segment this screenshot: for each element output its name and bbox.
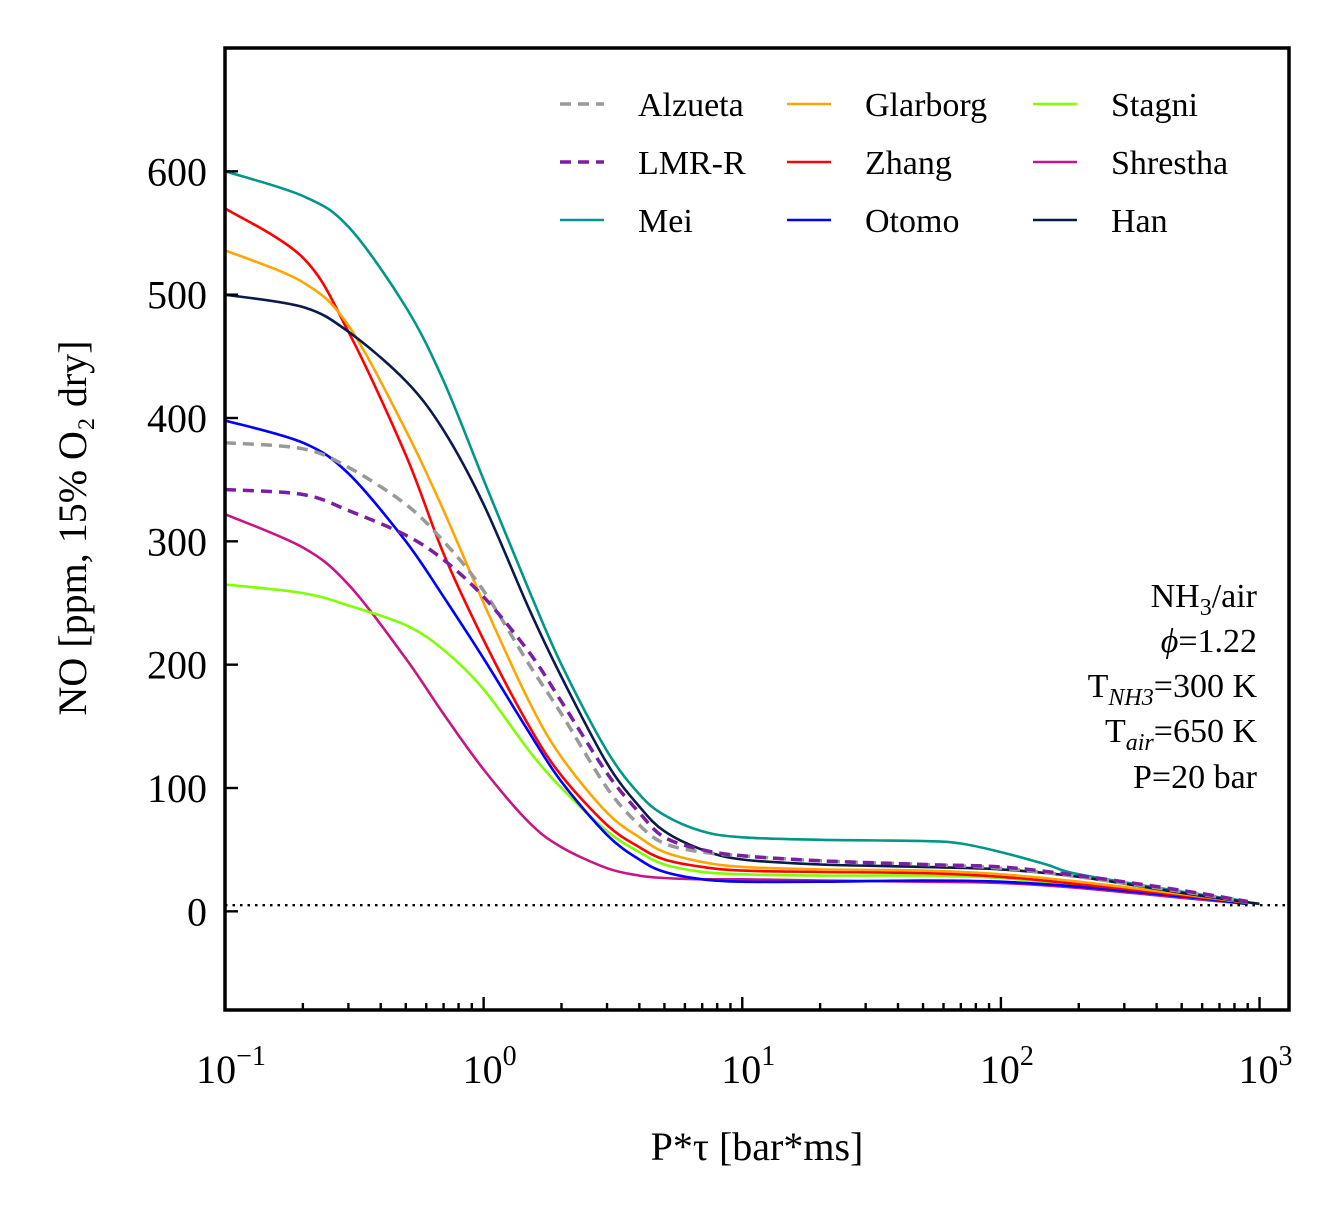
y-axis-label: NO [ppm, 15% O₂ dry] xyxy=(50,341,95,716)
y-tick-label: 0 xyxy=(187,889,207,934)
series-line-han xyxy=(225,293,1260,906)
legend-label-stagni: Stagni xyxy=(1111,87,1198,124)
y-tick-label: 200 xyxy=(147,643,207,688)
legend-label-han: Han xyxy=(1111,203,1168,240)
y-tick-label: 500 xyxy=(147,273,207,318)
annotation-line-5: P=20 bar xyxy=(1133,759,1258,796)
conditions-annotation: NH3/air ϕ=1.22 TNH3=300 K Tair=650 K P=2… xyxy=(1088,578,1258,796)
series-line-mei xyxy=(225,170,1248,903)
annotation-line-2: ϕ=1.22 xyxy=(1161,623,1257,660)
y-tick-label: 600 xyxy=(147,149,207,194)
annotation-line-1: NH3/air xyxy=(1151,578,1258,621)
plot-frame xyxy=(223,46,1291,1012)
y-tick-label: 400 xyxy=(147,396,207,441)
x-tick-label: 10−1 xyxy=(196,1041,266,1092)
x-tick-label: 103 xyxy=(1239,1041,1293,1092)
series-line-lmr-r xyxy=(225,487,1248,904)
legend-label-otomo: Otomo xyxy=(865,203,959,240)
legend-label-shrestha: Shrestha xyxy=(1111,145,1228,182)
legend-label-zhang: Zhang xyxy=(865,145,952,182)
annotation-line-4: Tair=650 K xyxy=(1105,713,1257,756)
axes xyxy=(223,46,1291,1012)
x-tick-label: 101 xyxy=(721,1041,775,1092)
legend-label-alzueta: Alzueta xyxy=(638,87,744,124)
series-line-shrestha xyxy=(225,513,1248,906)
x-tick-label: 100 xyxy=(463,1041,517,1092)
x-axis-label: P*τ [bar*ms] xyxy=(651,1124,864,1169)
legend-label-lmr-r: LMR-R xyxy=(638,145,746,182)
series-line-otomo xyxy=(225,419,1248,906)
x-tick-labels: 10−1 100 101 102 103 xyxy=(196,1041,1292,1092)
series-line-zhang xyxy=(225,207,1248,904)
x-tick-label: 102 xyxy=(980,1041,1034,1092)
legend: Alzueta LMR-R Mei Glarborg Zhang Otomo Stagni S… xyxy=(560,87,1228,240)
annotation-line-3: TNH3=300 K xyxy=(1088,668,1258,711)
y-tick-label: 100 xyxy=(147,766,207,811)
legend-label-glarborg: Glarborg xyxy=(865,87,987,124)
legend-label-mei: Mei xyxy=(638,203,693,240)
series-line-stagni xyxy=(225,583,1248,906)
y-tick-label: 300 xyxy=(147,519,207,564)
series-layer xyxy=(225,170,1260,906)
y-tick-labels: 0 100 200 300 400 500 600 xyxy=(147,149,207,934)
series-line-glarborg xyxy=(225,249,1248,904)
